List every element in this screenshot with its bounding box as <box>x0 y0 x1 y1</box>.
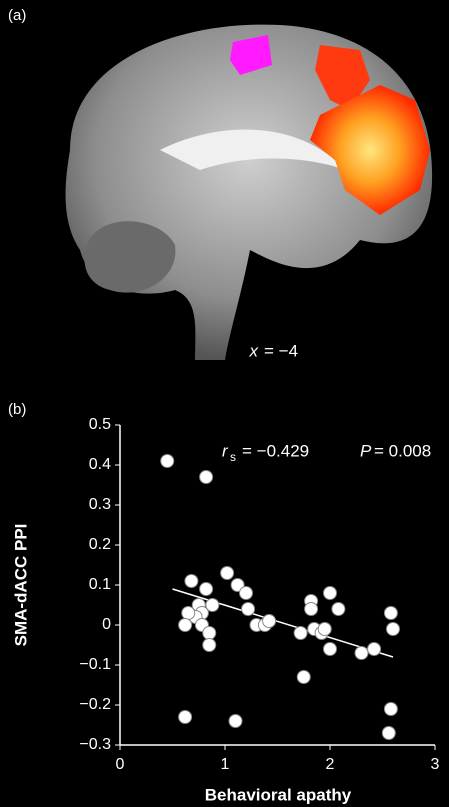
panel-label: (b) <box>8 401 26 418</box>
data-point <box>200 471 213 484</box>
data-point <box>242 603 255 616</box>
p-value: = 0.008 <box>374 441 431 460</box>
x-tick-label: 1 <box>221 756 230 773</box>
data-point <box>161 455 174 468</box>
x-tick-label: 3 <box>431 756 440 773</box>
p-label: P <box>360 441 372 460</box>
brain-image: (a) x = −4 <box>8 7 432 361</box>
data-point <box>203 639 216 652</box>
data-point <box>179 711 192 724</box>
annotation: x <box>249 341 259 360</box>
data-point <box>387 623 400 636</box>
data-point <box>324 587 337 600</box>
figure: (a) x = −4 (b) r s = −0.429 P = 0.008 Be… <box>0 0 449 807</box>
data-point <box>229 715 242 728</box>
data-point <box>294 627 307 640</box>
data-point <box>382 727 395 740</box>
data-point <box>368 643 381 656</box>
data-point <box>355 647 368 660</box>
y-tick-label: −0.3 <box>79 736 111 753</box>
data-point <box>297 671 310 684</box>
annotation: = −4 <box>264 341 298 360</box>
x-tick-label: 0 <box>116 756 125 773</box>
data-point <box>332 603 345 616</box>
y-axis-label: SMA-dACC PPI <box>11 524 30 647</box>
data-point <box>384 607 397 620</box>
data-point <box>182 607 195 620</box>
data-point <box>240 587 253 600</box>
y-tick-label: 0 <box>102 616 111 633</box>
data-point <box>305 603 318 616</box>
data-point <box>384 703 397 716</box>
y-tick-label: 0.3 <box>89 496 111 513</box>
panel-label: (a) <box>8 7 26 24</box>
data-point <box>263 615 276 628</box>
x-tick-label: 2 <box>326 756 335 773</box>
y-tick-label: −0.1 <box>79 656 111 673</box>
stat-label: r <box>222 441 229 460</box>
y-tick-label: 0.5 <box>89 416 111 433</box>
scatter-panel: (b) r s = −0.429 P = 0.008 Behavioral ap… <box>8 401 440 805</box>
data-point <box>200 583 213 596</box>
x-axis-label: Behavioral apathy <box>205 785 352 804</box>
y-tick-label: 0.1 <box>89 576 111 593</box>
data-point <box>318 623 331 636</box>
data-point <box>185 575 198 588</box>
data-point <box>221 567 234 580</box>
stat-subscript: s <box>230 450 236 464</box>
data-point <box>206 599 219 612</box>
y-tick-label: 0.4 <box>89 456 111 473</box>
data-point <box>179 619 192 632</box>
data-point <box>324 643 337 656</box>
stat-value: = −0.429 <box>242 441 309 460</box>
data-point <box>203 627 216 640</box>
y-tick-label: −0.2 <box>79 696 111 713</box>
y-tick-label: 0.2 <box>89 536 111 553</box>
